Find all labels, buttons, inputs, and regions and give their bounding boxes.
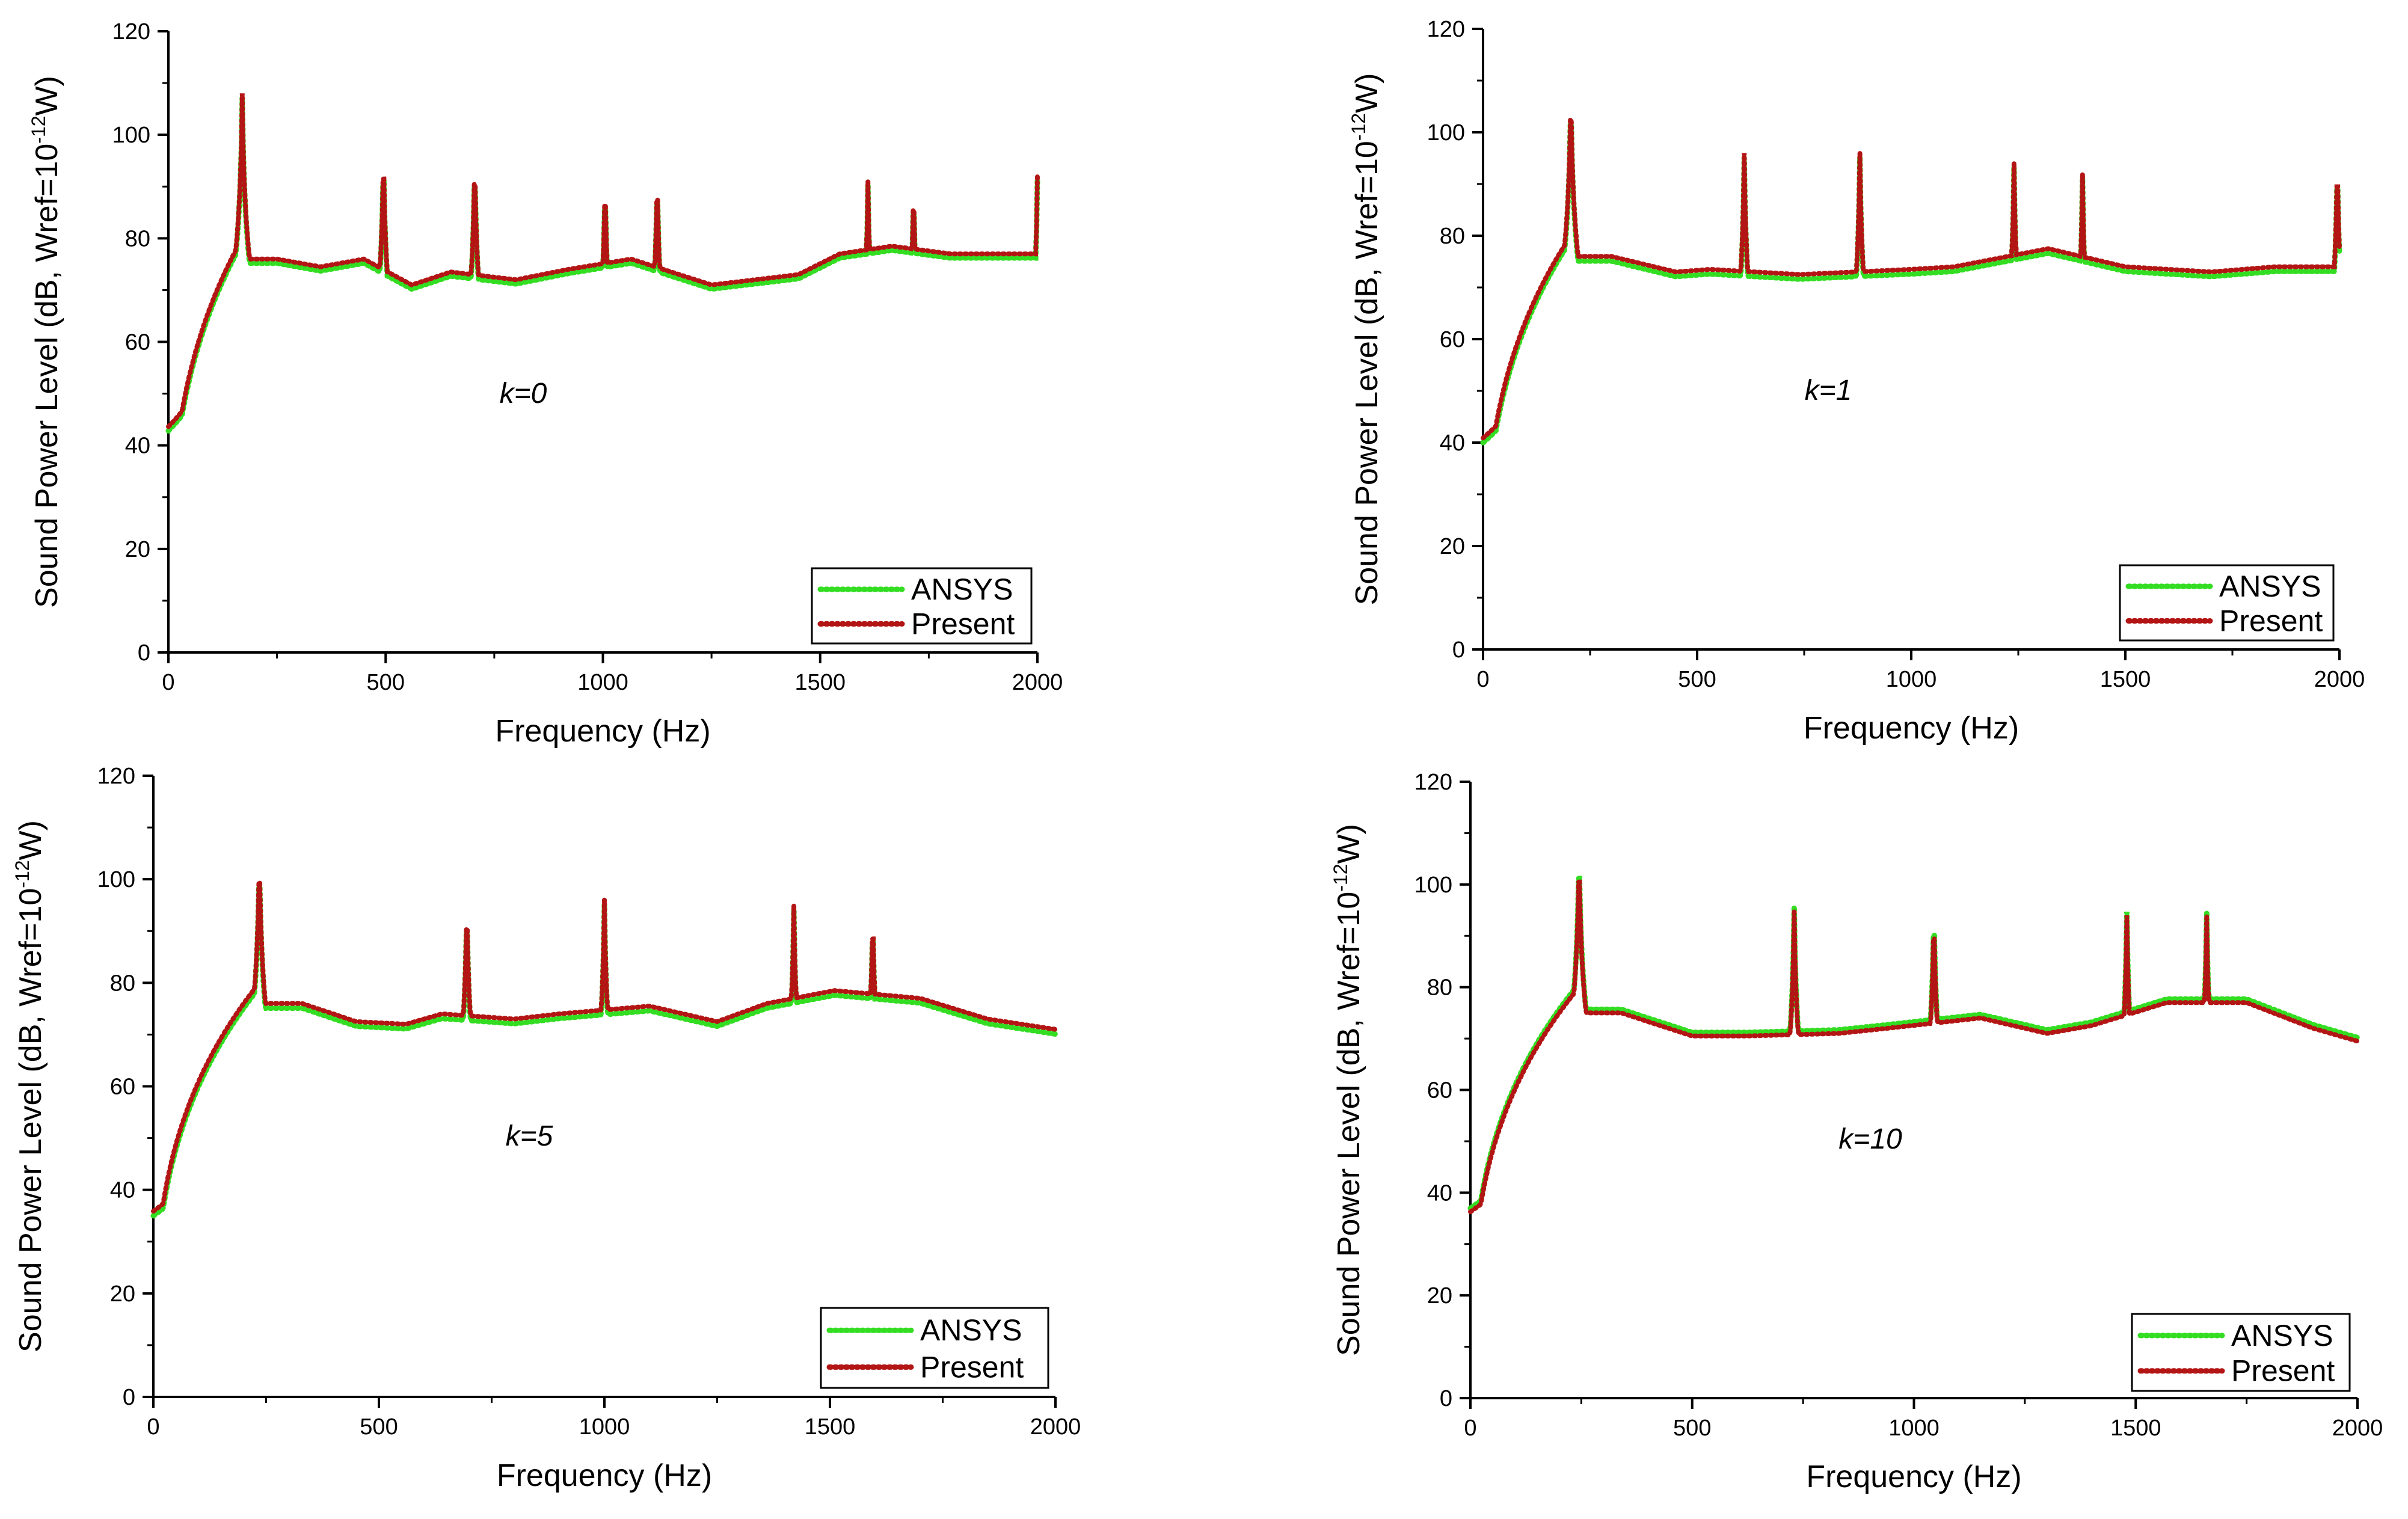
x-axis-label: Frequency (Hz) — [495, 714, 710, 749]
legend-label-ansys: ANSYS — [2231, 1319, 2333, 1352]
y-tick-label: 80 — [125, 226, 150, 251]
y-tick-label: 100 — [97, 867, 135, 892]
x-tick-label: 1000 — [1886, 667, 1937, 692]
y-tick-label: 20 — [1440, 534, 1465, 559]
x-tick-label: 0 — [162, 670, 174, 695]
x-tick-label: 500 — [367, 670, 405, 695]
chart-panel-2: 0 500 1000 1500 2000 0 20 40 60 80 100 120 Frequency… — [1348, 17, 2365, 746]
k-annotation: k=5 — [506, 1120, 553, 1152]
legend-box — [2119, 564, 2335, 642]
y-tick-label: 60 — [110, 1075, 135, 1100]
y-tick-label: 120 — [1427, 17, 1465, 42]
y-tick-label: 100 — [1414, 873, 1452, 898]
y-axis-label: Sound Power Level (dB, Wref=10-12W) — [1330, 824, 1366, 1356]
y-tick-label: 100 — [1427, 120, 1465, 146]
chart-panel-1: 0 500 1000 1500 2000 0 20 40 60 80 100 120 Frequency… — [28, 19, 1063, 749]
y-tick-label: 40 — [110, 1178, 135, 1203]
legend-label-ansys: ANSYS — [920, 1313, 1022, 1347]
legend-label-present: Present — [911, 607, 1015, 641]
series-present-line — [1468, 879, 2360, 1215]
series-ansys-line — [1467, 876, 2360, 1211]
chart-panel-4: 0 500 1000 1500 2000 0 20 40 60 80 100 120 Frequency… — [1330, 770, 2383, 1494]
x-tick-label: 2000 — [2332, 1416, 2383, 1441]
x-tick-label: 0 — [1476, 667, 1489, 692]
series-ansys-line — [165, 97, 1040, 434]
y-tick-label: 60 — [125, 330, 150, 355]
series-present-line — [166, 93, 1040, 429]
x-tick-label: 0 — [1464, 1416, 1476, 1441]
x-axis-label: Frequency (Hz) — [497, 1458, 712, 1493]
x-tick-label: 2000 — [1030, 1414, 1081, 1440]
y-tick-label: 0 — [138, 640, 150, 666]
legend-box — [2131, 1313, 2351, 1392]
series-ansys-line — [1480, 121, 2342, 446]
y-axis-label: Sound Power Level (dB, Wref=10-12W) — [1348, 73, 1384, 606]
y-tick-label: 40 — [125, 434, 150, 459]
legend-box — [811, 567, 1033, 645]
legend-label-ansys: ANSYS — [2219, 569, 2321, 603]
y-axis-label: Sound Power Level (dB, Wref=10-12W) — [28, 76, 64, 608]
y-tick-label: 120 — [1414, 770, 1452, 795]
y-tick-label: 0 — [123, 1385, 135, 1410]
y-tick-label: 80 — [1427, 975, 1452, 1001]
legend-label-ansys: ANSYS — [911, 572, 1013, 606]
x-tick-label: 1500 — [794, 670, 846, 695]
y-tick-label: 80 — [110, 971, 135, 996]
series-present-line — [1481, 117, 2342, 441]
x-tick-label: 500 — [1678, 667, 1716, 692]
legend-box — [820, 1307, 1049, 1389]
x-tick-label: 500 — [1673, 1416, 1711, 1441]
x-tick-label: 2000 — [2314, 667, 2365, 692]
y-tick-label: 120 — [97, 764, 135, 789]
x-tick-label: 1000 — [1888, 1416, 1940, 1441]
x-tick-label: 2000 — [1012, 670, 1063, 695]
x-tick-label: 1000 — [579, 1414, 630, 1440]
y-axis-label: Sound Power Level (dB, Wref=10-12W) — [11, 820, 48, 1352]
x-axis-label: Frequency (Hz) — [1806, 1459, 2021, 1494]
k-annotation: k=0 — [500, 378, 547, 410]
y-tick-label: 120 — [112, 19, 150, 44]
k-annotation: k=10 — [1838, 1123, 1902, 1155]
x-tick-label: 1500 — [805, 1414, 856, 1440]
legend-label-present: Present — [920, 1350, 1024, 1384]
series-present-line — [151, 879, 1058, 1214]
y-tick-label: 0 — [1440, 1386, 1452, 1411]
x-tick-label: 1500 — [2100, 667, 2151, 692]
x-tick-label: 1500 — [2110, 1416, 2161, 1441]
y-tick-label: 20 — [125, 537, 150, 562]
k-annotation: k=1 — [1805, 375, 1852, 407]
y-tick-label: 60 — [1440, 327, 1465, 352]
x-tick-label: 0 — [147, 1414, 159, 1440]
legend-label-present: Present — [2219, 604, 2323, 638]
y-tick-label: 0 — [1452, 637, 1465, 663]
legend-label-present: Present — [2231, 1354, 2335, 1388]
x-tick-label: 500 — [360, 1414, 398, 1440]
x-axis-label: Frequency (Hz) — [1804, 711, 2019, 746]
y-tick-label: 20 — [1427, 1283, 1452, 1309]
y-tick-label: 80 — [1440, 224, 1465, 249]
y-tick-label: 100 — [112, 123, 150, 148]
chart-panel-3: 0 500 1000 1500 2000 0 20 40 60 80 100 120 Frequency… — [11, 764, 1081, 1493]
y-tick-label: 40 — [1427, 1180, 1452, 1206]
y-tick-label: 20 — [110, 1281, 135, 1307]
x-tick-label: 1000 — [577, 670, 628, 695]
y-tick-label: 40 — [1440, 431, 1465, 456]
y-tick-label: 60 — [1427, 1078, 1452, 1103]
